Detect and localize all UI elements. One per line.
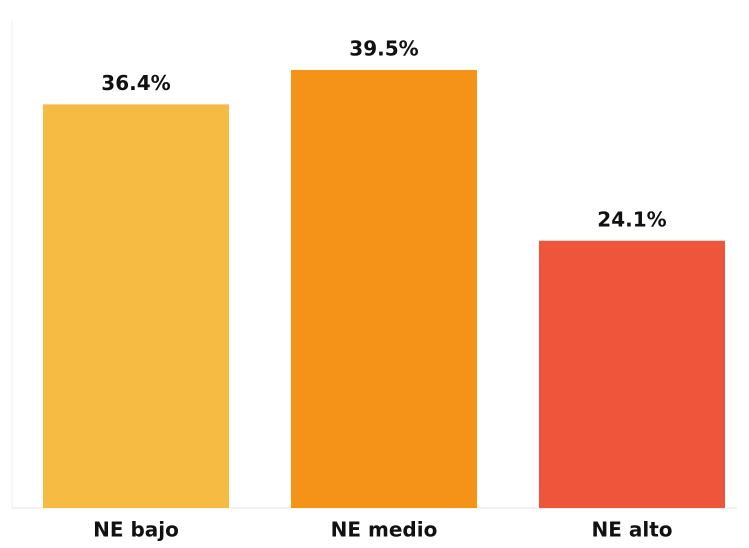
bar xyxy=(539,240,725,508)
value-label: 24.1% xyxy=(597,207,666,231)
x-tick-label: NE medio xyxy=(331,518,438,542)
value-label: 39.5% xyxy=(349,37,418,61)
value-label: 36.4% xyxy=(101,71,170,95)
x-tick-label: NE alto xyxy=(591,518,672,542)
bar xyxy=(291,70,477,508)
x-tick-label: NE bajo xyxy=(93,518,179,542)
bar xyxy=(43,104,229,508)
